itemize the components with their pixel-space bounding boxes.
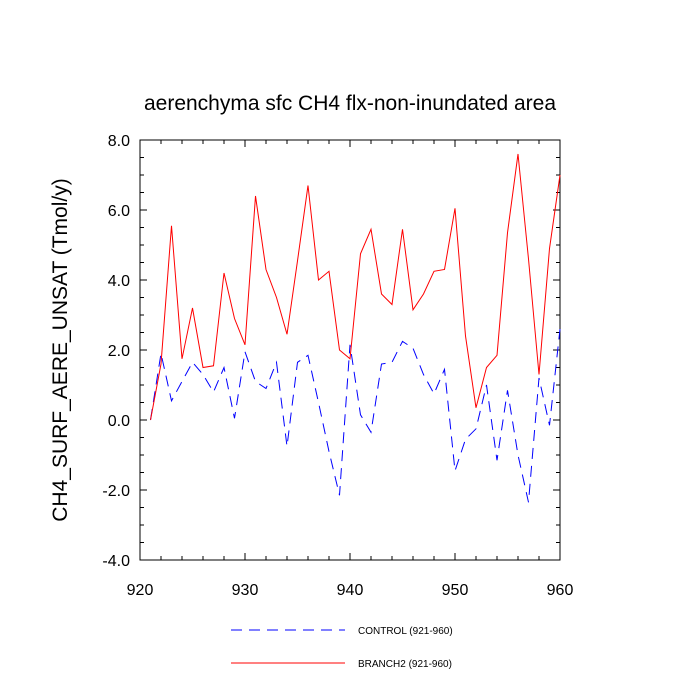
y-tick-label: 0.0 (108, 413, 130, 430)
x-tick-label: 950 (442, 582, 469, 599)
y-tick-label: 6.0 (108, 203, 130, 220)
y-tick-label: 8.0 (108, 133, 130, 150)
axis-ticks (139, 139, 561, 561)
series-layer (150, 153, 561, 503)
y-tick-label: 2.0 (108, 343, 130, 360)
legend-label: CONTROL (921-960) (358, 626, 453, 637)
chart-title: aerenchyma sfc CH4 flx-non-inundated are… (144, 92, 556, 115)
y-tick-label: -4.0 (102, 553, 130, 570)
y-tick-label: 4.0 (108, 273, 130, 290)
x-tick-label: 930 (232, 582, 259, 599)
x-tick-label: 920 (127, 582, 154, 599)
legend-label: BRANCH2 (921-960) (358, 659, 452, 670)
legend: CONTROL (921-960) BRANCH2 (921-960) (231, 626, 453, 670)
y-tick-label: -2.0 (102, 483, 130, 500)
axis-tick-labels: 920 930 940 950 960 -4.0 -2.0 0.0 2.0 4.0 6.0 8.0 (102, 133, 573, 599)
x-tick-label: 940 (337, 582, 364, 599)
series-line (150, 328, 561, 503)
y-axis-label: CH4_SURF_AERE_UNSAT (Tmol/y) (49, 178, 72, 521)
x-tick-label: 960 (547, 582, 574, 599)
series-line (150, 153, 561, 421)
